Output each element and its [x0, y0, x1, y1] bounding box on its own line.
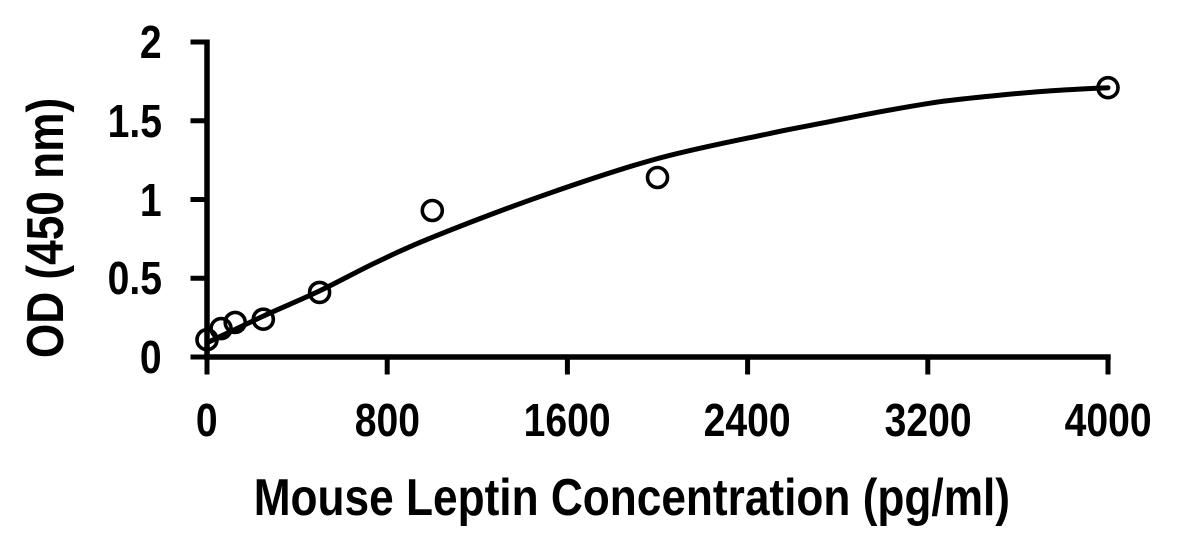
data-point	[1096, 75, 1120, 100]
data-point	[223, 310, 247, 335]
data-point	[195, 327, 219, 352]
x-axis-title: Mouse Leptin Concentration (pg/ml)	[182, 472, 1082, 524]
y-tick-label: 1	[140, 173, 162, 226]
data-points	[195, 75, 1120, 352]
y-axis-title-text: OD (450 nm)	[17, 97, 75, 359]
x-tick-label: 4000	[1064, 394, 1152, 446]
axes	[190, 39, 1111, 375]
y-tick-label: 1.5	[107, 94, 162, 147]
x-tick-label: 800	[354, 394, 420, 446]
x-tick-label: 1600	[523, 394, 611, 446]
data-point	[209, 316, 233, 341]
y-tick-label: 2	[140, 16, 162, 68]
data-point	[645, 165, 670, 190]
data-point	[307, 280, 332, 305]
x-tick-label: 0	[196, 394, 218, 446]
data-point	[251, 307, 276, 332]
x-tick-label: 2400	[704, 394, 792, 446]
data-point	[420, 198, 445, 223]
trend-line	[204, 85, 1111, 346]
y-tick-label: 0.5	[107, 252, 162, 305]
x-tick-label: 3200	[884, 394, 972, 446]
y-axis-title: OD (450 nm)	[17, 75, 75, 381]
y-tick-label: 0	[140, 331, 162, 383]
x-axis-title-text: Mouse Leptin Concentration (pg/ml)	[253, 469, 1011, 527]
